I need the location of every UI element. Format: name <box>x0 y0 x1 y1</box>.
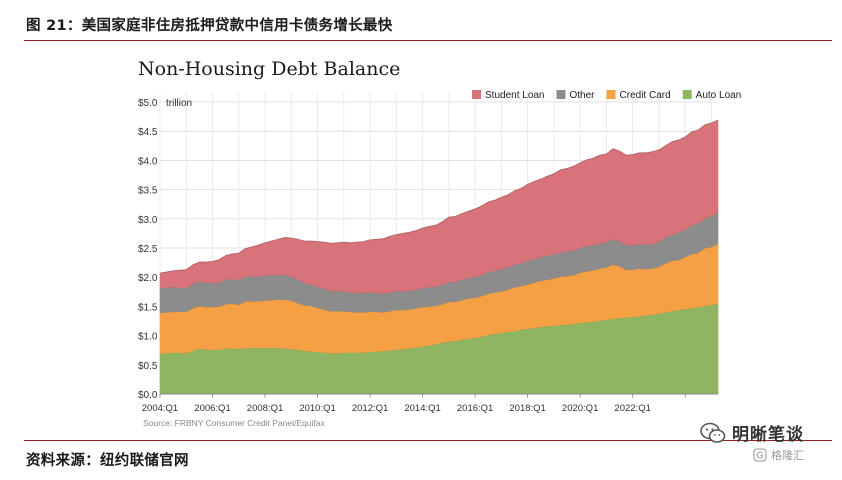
chart-axes: $0.0 $0.5 $1.0 $1.5 $2.0 $2.5 $3.0 $3.5 $4.0 $4.5… <box>138 98 718 414</box>
y-tick-label: $3.0 <box>138 215 158 226</box>
stacked-area-chart: $0.0 $0.5 $1.0 $1.5 $2.0 $2.5 $3.0 $3.5 $4.0 $4.5… <box>138 90 741 414</box>
figure-source: 资料来源：纽约联储官网 <box>26 453 189 469</box>
top-divider <box>24 40 832 41</box>
x-tick-label: 2022:Q1 <box>614 403 650 414</box>
legend-swatch-credit-card <box>606 90 616 99</box>
legend-label-other: Other <box>570 90 596 101</box>
area-student-loan <box>159 119 719 294</box>
figure-title: 图 21：美国家庭非住房抵押贷款中信用卡债务增长最快 <box>26 18 393 34</box>
source-note: Source: FRBNY Consumer Credit Panel/Equi… <box>143 418 325 428</box>
x-tick-label: 2012:Q1 <box>352 403 388 414</box>
y-tick-label: $2.5 <box>138 244 158 255</box>
x-tick-label: 2014:Q1 <box>404 403 440 414</box>
y-unit-label: trillion <box>166 98 192 109</box>
x-tick-label: 2016:Q1 <box>457 403 493 414</box>
y-tick-label: $0.0 <box>138 390 158 401</box>
legend-label-auto-loan: Auto Loan <box>696 90 742 101</box>
y-tick-label: $3.5 <box>138 186 158 197</box>
y-tick-label: $0.5 <box>138 361 158 372</box>
x-tick-label: 2004:Q1 <box>142 403 178 414</box>
gelonghui-logo-icon <box>753 448 767 462</box>
y-tick-label: $4.0 <box>138 156 158 167</box>
watermark-platform: 格隆汇 <box>771 449 804 462</box>
bottom-divider <box>24 440 832 441</box>
watermark-name: 明晰笔谈 <box>732 425 804 445</box>
watermark: 明晰笔谈 格隆汇 <box>700 420 804 463</box>
x-tick-label: 2010:Q1 <box>299 403 335 414</box>
y-tick-label: $1.0 <box>138 332 158 343</box>
legend-label-student-loan: Student Loan <box>485 90 545 101</box>
chart-title: Non-Housing Debt Balance <box>138 58 401 80</box>
legend-swatch-student-loan <box>472 90 481 99</box>
wechat-icon <box>700 422 726 444</box>
chart-legend: Student Loan Other Credit Card Auto Loan <box>472 90 741 101</box>
x-tick-label: 2018:Q1 <box>509 403 545 414</box>
chart-areas <box>159 119 719 395</box>
y-tick-label: $1.5 <box>138 302 158 313</box>
y-tick-label: $4.5 <box>138 127 158 138</box>
legend-swatch-other <box>556 90 566 99</box>
legend-label-credit-card: Credit Card <box>620 90 671 101</box>
line-student-loan <box>159 119 719 274</box>
y-tick-label: $5.0 <box>138 98 158 109</box>
x-tick-label: 2006:Q1 <box>194 403 230 414</box>
x-tick-label: 2008:Q1 <box>247 403 283 414</box>
x-tick-label: 2020:Q1 <box>562 403 598 414</box>
legend-swatch-auto-loan <box>682 90 692 99</box>
y-tick-label: $2.0 <box>138 273 158 284</box>
